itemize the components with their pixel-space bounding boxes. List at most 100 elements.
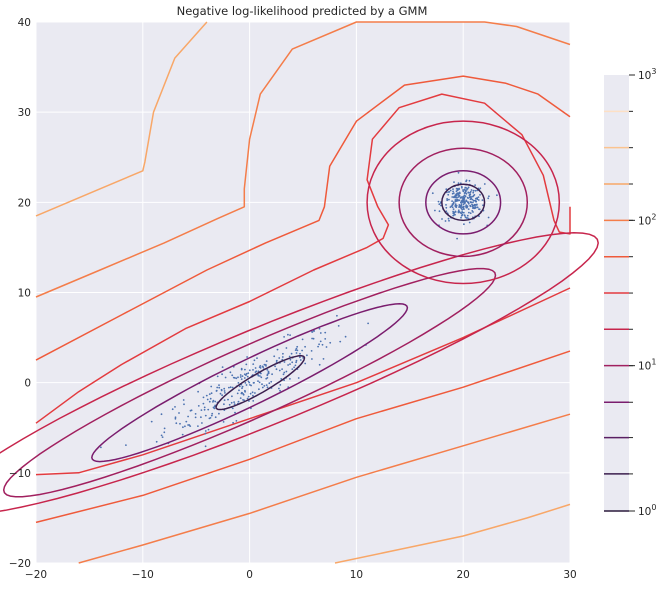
scatter-point	[238, 389, 240, 392]
scatter-point	[461, 208, 464, 211]
scatter-point	[155, 440, 158, 443]
scatter-point	[458, 187, 460, 190]
scatter-point	[266, 377, 269, 379]
scatter-point	[457, 182, 460, 185]
scatter-point	[279, 389, 281, 392]
scatter-point	[289, 363, 291, 365]
scatter-point	[214, 416, 217, 419]
scatter-point	[472, 204, 474, 207]
scatter-point	[479, 187, 482, 190]
scatter-point	[318, 327, 321, 330]
scatter-point	[240, 378, 243, 380]
scatter-point	[478, 208, 480, 211]
scatter-point	[313, 330, 315, 332]
scatter-point	[258, 366, 261, 368]
scatter-point	[291, 361, 294, 364]
scatter-point	[451, 192, 454, 195]
scatter-point	[266, 369, 269, 371]
scatter-point	[468, 179, 471, 182]
scatter-point	[181, 433, 184, 436]
scatter-point	[474, 200, 477, 202]
scatter-point	[204, 414, 207, 417]
scatter-point	[207, 408, 210, 411]
scatter-point	[487, 216, 490, 219]
scatter-point	[207, 428, 210, 431]
scatter-point	[452, 190, 454, 193]
scatter-point	[295, 359, 298, 362]
scatter-point	[283, 371, 286, 374]
scatter-point	[252, 394, 254, 397]
scatter-point	[318, 343, 320, 346]
scatter-point	[245, 363, 248, 366]
scatter-point	[256, 357, 258, 359]
scatter-point	[454, 200, 457, 203]
scatter-point	[258, 388, 260, 391]
scatter-point	[206, 398, 209, 401]
scatter-point	[451, 200, 453, 203]
scatter-point	[459, 196, 462, 199]
scatter-point	[336, 314, 338, 317]
scatter-point	[161, 436, 164, 438]
scatter-point	[174, 406, 176, 408]
scatter-point	[472, 211, 474, 213]
scatter-point	[241, 387, 243, 390]
scatter-point	[460, 185, 463, 188]
scatter-point	[293, 366, 295, 369]
scatter-point	[310, 350, 313, 352]
scatter-point	[163, 427, 166, 430]
scatter-point	[445, 206, 448, 209]
scatter-point	[239, 374, 242, 376]
scatter-point	[287, 364, 289, 366]
scatter-point	[325, 346, 328, 348]
scatter-point	[189, 425, 192, 427]
scatter-point	[452, 208, 455, 211]
colorbar-tick-label: 100	[638, 503, 656, 518]
scatter-point	[477, 199, 480, 201]
scatter-point	[483, 183, 486, 185]
scatter-point	[211, 412, 214, 415]
scatter-point	[287, 333, 289, 336]
contour-line-outer	[35, 21, 208, 217]
x-axis-ticks: −20 −10 0 10 20 30	[25, 569, 577, 581]
scatter-point	[479, 194, 481, 196]
scatter-point	[311, 337, 313, 340]
scatter-point	[125, 444, 127, 446]
scatter-point	[453, 181, 455, 184]
scatter-point	[182, 399, 185, 401]
scatter-point	[247, 395, 250, 398]
scatter-point	[265, 384, 268, 386]
scatter-point	[466, 214, 469, 217]
scatter-point	[218, 384, 220, 386]
scatter-point	[231, 374, 234, 377]
scatter-points	[100, 171, 498, 449]
scatter-point	[437, 200, 440, 203]
scatter-point	[216, 375, 219, 378]
contour-line-outer	[334, 503, 571, 564]
scatter-point	[464, 189, 466, 191]
scatter-point	[241, 375, 244, 377]
scatter-point	[276, 348, 279, 351]
scatter-point	[463, 201, 466, 203]
scatter-point	[160, 434, 163, 437]
scatter-point	[216, 386, 219, 389]
scatter-point	[472, 191, 475, 194]
scatter-point	[445, 188, 448, 191]
scatter-point	[450, 205, 453, 208]
scatter-point	[254, 392, 256, 394]
scatter-point	[470, 189, 473, 191]
scatter-point	[200, 416, 202, 419]
scatter-point	[185, 420, 188, 423]
scatter-point	[187, 415, 190, 418]
scatter-point	[261, 365, 264, 368]
contour-line-outer	[35, 21, 571, 298]
scatter-point	[214, 400, 217, 403]
y-tick-label: −20	[9, 558, 31, 570]
scatter-point	[221, 394, 224, 397]
scatter-point	[235, 377, 238, 380]
scatter-point	[454, 213, 456, 216]
scatter-point	[321, 343, 324, 346]
scatter-point	[461, 199, 463, 202]
scatter-point	[467, 186, 470, 189]
scatter-point	[282, 352, 284, 355]
scatter-point	[457, 171, 460, 174]
